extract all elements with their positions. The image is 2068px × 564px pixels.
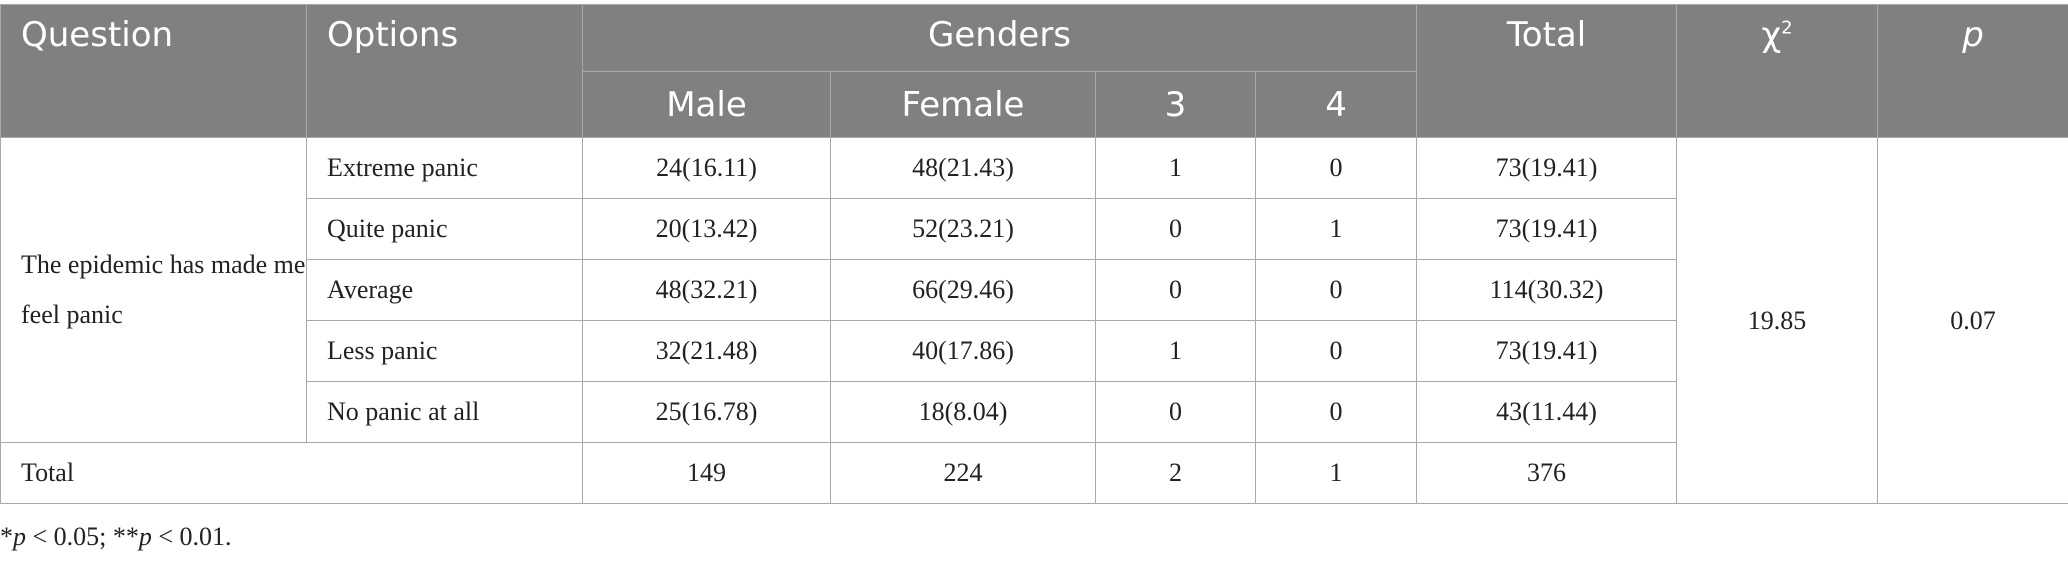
footnote-rest1: < 0.05; ** xyxy=(26,522,139,551)
footnote-p2: p xyxy=(138,522,152,551)
footnote-rest2: < 0.01. xyxy=(151,522,232,551)
footnote-star: * xyxy=(0,522,13,551)
header-genders: Genders xyxy=(581,4,1418,72)
footnote-p1: p xyxy=(13,522,26,551)
female-cell: 52(23.21) xyxy=(830,198,1096,260)
totals-total: 376 xyxy=(1416,442,1678,504)
significance-footnote: *p < 0.05; **p < 0.01. xyxy=(0,522,232,552)
gender-3-cell: 0 xyxy=(1095,381,1256,443)
chi-symbol: χ xyxy=(1761,15,1782,55)
p-value-cell: 0.07 xyxy=(1877,137,2068,504)
table-row: The epidemic has made me feel panic Extr… xyxy=(0,137,2068,504)
totals-gender-4: 1 xyxy=(1254,442,1418,504)
gender-4-cell: 0 xyxy=(1254,320,1418,382)
table-row: Quite panic 20(13.42) 52(23.21) 0 1 73(1… xyxy=(1,198,2068,260)
male-cell: 20(13.42) xyxy=(582,198,831,260)
gender-4-cell: 0 xyxy=(1254,259,1418,321)
option-cell: No panic at all xyxy=(306,381,583,443)
chi-value-cell: 19.85 xyxy=(1676,137,1879,504)
totals-gender-3: 2 xyxy=(1095,442,1256,504)
header-gender-3: 3 xyxy=(1095,71,1256,138)
total-cell: 73(19.41) xyxy=(1416,320,1678,382)
female-cell: 18(8.04) xyxy=(830,381,1096,443)
table-row: Less panic 32(21.48) 40(17.86) 1 0 73(19… xyxy=(1,320,2068,382)
header-options: Options xyxy=(306,4,583,138)
gender-4-cell: 0 xyxy=(1254,381,1418,443)
total-cell: 73(19.41) xyxy=(1416,198,1678,260)
total-cell: 73(19.41) xyxy=(1416,137,1678,199)
data-table-container: Question Options Genders Total χ2 p Male… xyxy=(0,4,2068,504)
total-cell: 43(11.44) xyxy=(1416,381,1678,443)
header-chi-square: χ2 xyxy=(1676,4,1879,138)
male-cell: 24(16.11) xyxy=(582,137,831,199)
header-question: Question xyxy=(0,4,307,138)
male-cell: 25(16.78) xyxy=(582,381,831,443)
table-row: Average 48(32.21) 66(29.46) 0 0 114(30.3… xyxy=(1,259,2068,321)
totals-row: Total 149 224 2 1 376 xyxy=(0,442,2068,504)
gender-3-cell: 0 xyxy=(1095,198,1256,260)
question-cell: The epidemic has made me feel panic xyxy=(0,137,307,443)
header-total: Total xyxy=(1416,4,1678,138)
header-p: p xyxy=(1877,4,2068,138)
female-cell: 66(29.46) xyxy=(830,259,1096,321)
gender-3-cell: 1 xyxy=(1095,320,1256,382)
female-cell: 48(21.43) xyxy=(830,137,1096,199)
male-cell: 32(21.48) xyxy=(582,320,831,382)
option-cell: Less panic xyxy=(306,320,583,382)
header-male: Male xyxy=(582,71,831,138)
female-cell: 40(17.86) xyxy=(830,320,1096,382)
totals-male: 149 xyxy=(582,442,831,504)
header-row-2: Male Female 3 4 xyxy=(1,71,2068,138)
header-female: Female xyxy=(830,71,1096,138)
gender-4-cell: 1 xyxy=(1254,198,1418,260)
gender-4-cell: 0 xyxy=(1254,137,1418,199)
option-cell: Extreme panic xyxy=(306,137,583,199)
totals-label: Total xyxy=(0,442,583,504)
chi-superscript: 2 xyxy=(1781,17,1793,39)
gender-3-cell: 1 xyxy=(1095,137,1256,199)
option-cell: Quite panic xyxy=(306,198,583,260)
survey-table: Question Options Genders Total χ2 p Male… xyxy=(0,4,2068,504)
total-cell: 114(30.32) xyxy=(1416,259,1678,321)
gender-3-cell: 0 xyxy=(1095,259,1256,321)
totals-female: 224 xyxy=(830,442,1096,504)
header-gender-4: 4 xyxy=(1254,71,1418,138)
header-row-1: Question Options Genders Total χ2 p xyxy=(0,4,2068,138)
male-cell: 48(32.21) xyxy=(582,259,831,321)
option-cell: Average xyxy=(306,259,583,321)
